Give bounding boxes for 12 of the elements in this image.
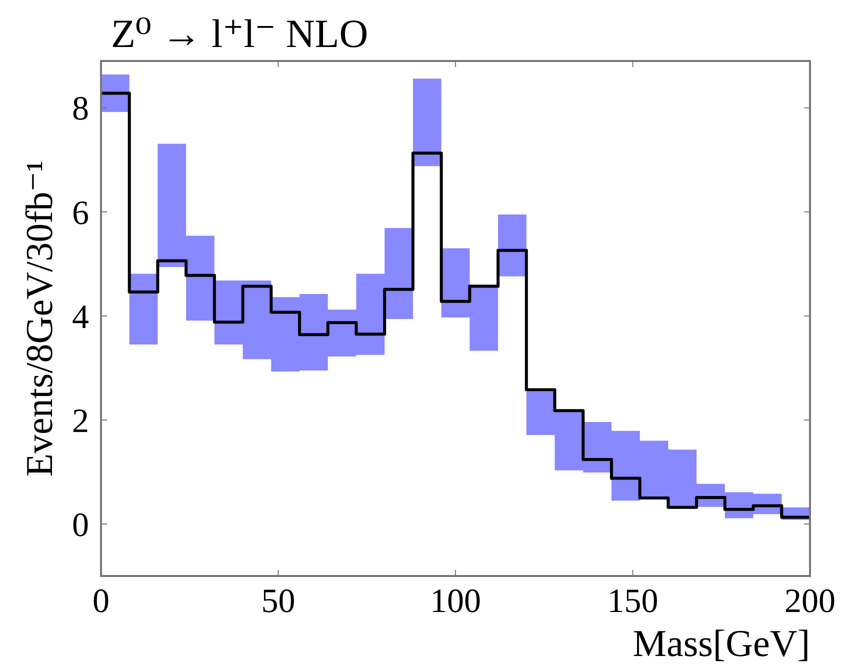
x-tick-label: 50	[261, 583, 296, 620]
x-tick-label: 100	[430, 583, 481, 620]
y-tick-label: 2	[72, 402, 89, 440]
x-tick-label: 200	[784, 583, 836, 620]
y-tick-label: 6	[72, 194, 89, 232]
y-tick-label: 4	[72, 298, 89, 336]
y-tick-label: 8	[72, 90, 89, 128]
y-axis-title: Events/8GeV/30fb⁻¹	[19, 160, 61, 477]
y-tick-label: 0	[72, 506, 89, 544]
chart-title: Z⁰ → l⁺l⁻ NLO	[111, 11, 368, 56]
x-axis-title: Mass[GeV]	[632, 623, 810, 665]
x-tick-label: 150	[607, 583, 658, 620]
